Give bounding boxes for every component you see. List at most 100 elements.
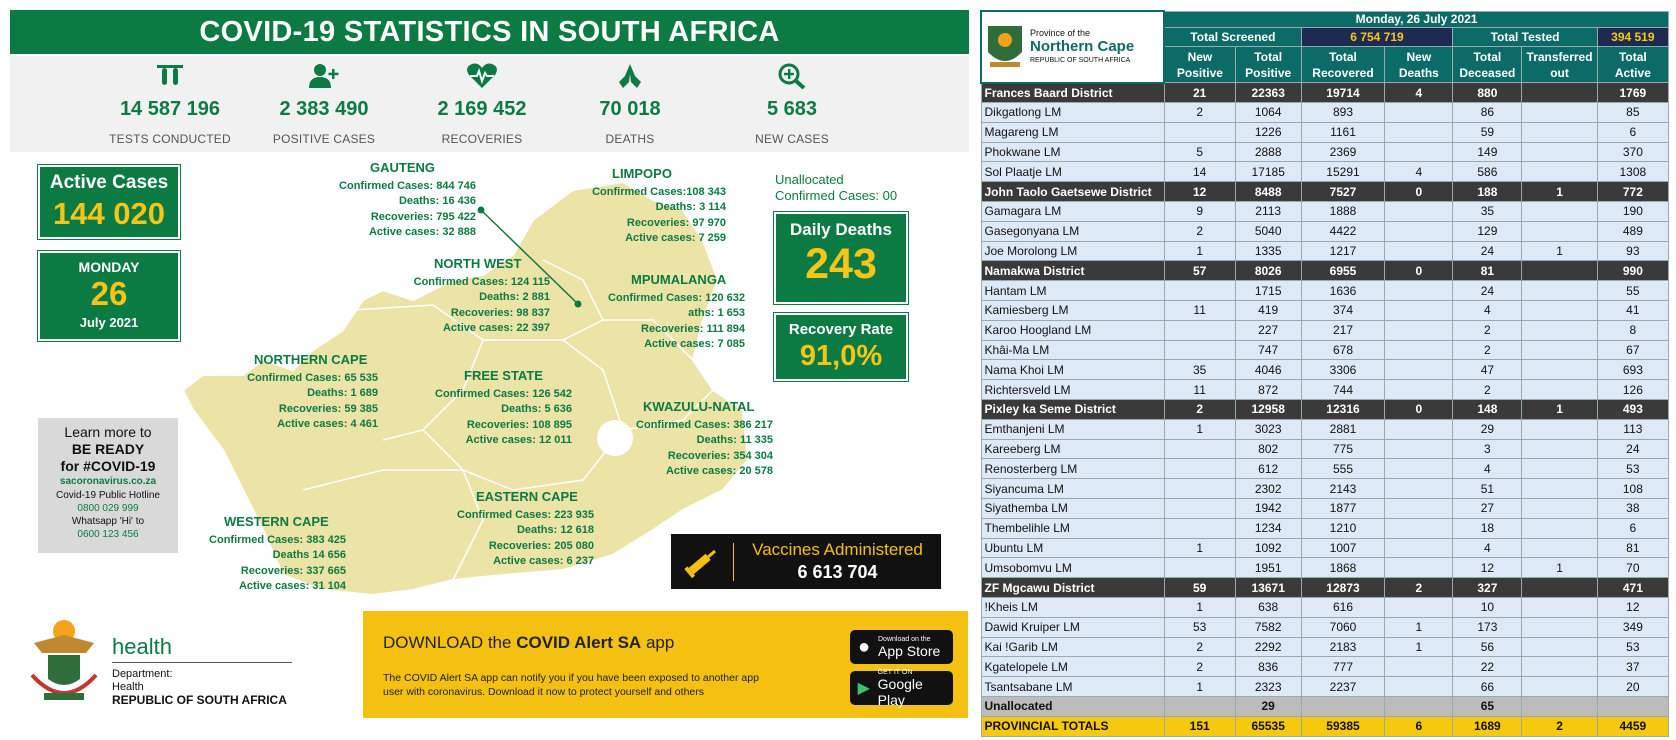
province-line: Confirmed Cases: 383 425 bbox=[209, 533, 346, 546]
table-cell: 21 bbox=[1163, 82, 1236, 104]
table-cell bbox=[1384, 300, 1454, 321]
table-cell: 1715 bbox=[1234, 280, 1302, 302]
store-label: App Store bbox=[878, 642, 941, 659]
website-link[interactable]: sacoronavirus.co.za bbox=[59, 476, 157, 487]
google-play-button[interactable]: ▶ GET IT ON Google Play bbox=[850, 668, 953, 708]
whatsapp-number: 0600 123 456 bbox=[77, 529, 139, 540]
table-cell bbox=[1521, 616, 1598, 638]
table-cell: 0 bbox=[1384, 399, 1454, 420]
table-cell bbox=[1521, 379, 1598, 401]
table-row: Nama Khoi LM 35 4046 3306 47 693 bbox=[980, 359, 1670, 381]
table-cell bbox=[1384, 379, 1454, 401]
column-header: Total Recovered bbox=[1300, 46, 1386, 84]
table-cell: 12 bbox=[1452, 557, 1523, 579]
table-cell bbox=[1384, 557, 1454, 579]
dept-label: Department: bbox=[112, 668, 173, 680]
table-cell: 217 bbox=[1300, 319, 1386, 341]
table-cell: 2113 bbox=[1234, 201, 1302, 222]
table-cell bbox=[1521, 220, 1598, 242]
table-cell: 12 bbox=[1596, 597, 1670, 618]
daily-deaths-box: Daily Deaths 243 bbox=[773, 211, 909, 305]
table-cell: 24 bbox=[1596, 438, 1670, 460]
app-store-button[interactable]: ● Download on the App Store bbox=[850, 630, 953, 664]
table-cell: 70 bbox=[1596, 557, 1670, 579]
stat-deaths: 70 018 DEATHS bbox=[550, 56, 710, 146]
table-cell bbox=[1300, 696, 1386, 717]
column-header: Total Active bbox=[1596, 46, 1670, 84]
table-cell bbox=[1521, 696, 1598, 717]
province-line: Deaths: 16 436 bbox=[398, 195, 476, 207]
active-cases-value: 144 020 bbox=[52, 196, 166, 231]
table-row: Phokwane LM 5 2888 2369 149 370 bbox=[980, 141, 1670, 163]
alert-heading: DOWNLOAD the COVID Alert SA app bbox=[383, 633, 674, 653]
row-name: Kamiesberg LM bbox=[980, 300, 1165, 321]
province-line: Recoveries: 795 422 bbox=[370, 210, 476, 223]
province-name: NORTH WEST bbox=[434, 256, 522, 271]
table-cell: 41 bbox=[1596, 300, 1670, 321]
table-cell: 349 bbox=[1596, 616, 1670, 638]
province-line: Deaths: 5 636 bbox=[501, 403, 572, 415]
table-cell: 1 bbox=[1384, 636, 1454, 658]
table-cell: 1308 bbox=[1596, 161, 1670, 183]
active-cases-label: Active Cases bbox=[49, 172, 169, 193]
table-cell bbox=[1521, 458, 1598, 480]
learn-line: for #COVID-19 bbox=[60, 458, 156, 474]
daily-deaths-label: Daily Deaths bbox=[789, 220, 893, 239]
table-cell bbox=[1521, 339, 1598, 361]
table-cell: 1210 bbox=[1300, 517, 1386, 539]
province-line: Active cases: 7 085 bbox=[644, 338, 745, 350]
table-cell bbox=[1521, 438, 1598, 460]
column-header: New Deaths bbox=[1384, 46, 1454, 84]
table-cell bbox=[1521, 201, 1598, 222]
table-cell: 57 bbox=[1163, 260, 1236, 282]
row-name: Renosterberg LM bbox=[980, 458, 1165, 480]
province-name: FREE STATE bbox=[464, 368, 543, 383]
table-cell: 4422 bbox=[1300, 220, 1386, 242]
table-cell: 2 bbox=[1384, 577, 1454, 599]
stat-value: 2 169 452 bbox=[437, 98, 527, 120]
table-row: Thembelihle LM 1234 1210 18 6 bbox=[980, 517, 1670, 539]
table-cell: 638 bbox=[1234, 597, 1302, 618]
recovery-rate-label: Recovery Rate bbox=[788, 321, 894, 338]
table-cell bbox=[1521, 260, 1598, 282]
table-cell: 93 bbox=[1596, 240, 1670, 262]
table-cell: 872 bbox=[1234, 379, 1302, 401]
add-user-icon bbox=[244, 56, 404, 90]
district-row: ZF Mgcawu District 59 13671 12873 2 327 471 bbox=[980, 577, 1670, 599]
row-name: Kai !Garib LM bbox=[980, 636, 1165, 658]
row-name: Karoo Hoogland LM bbox=[980, 319, 1165, 341]
table-cell: 1217 bbox=[1300, 240, 1386, 262]
table-cell: 0 bbox=[1384, 260, 1454, 282]
province-name: GAUTENG bbox=[370, 160, 435, 175]
stat-label: TESTS CONDUCTED bbox=[109, 132, 231, 146]
province-line: Deaths 14 656 bbox=[272, 549, 346, 561]
table-cell bbox=[1521, 597, 1598, 618]
northern-cape-table-panel: Province of the Northern Cape REPUBLIC O… bbox=[979, 10, 1670, 737]
table-cell: 1 bbox=[1521, 240, 1598, 262]
table-cell: 59385 bbox=[1300, 715, 1386, 737]
table-cell bbox=[1384, 280, 1454, 302]
table-cell: 612 bbox=[1234, 458, 1302, 480]
date-num: 26 bbox=[90, 275, 128, 312]
table-cell bbox=[1384, 201, 1454, 222]
table-cell: 893 bbox=[1300, 102, 1386, 123]
apple-icon: ● bbox=[857, 635, 871, 658]
stat-label: NEW CASES bbox=[755, 132, 829, 146]
coat-of-arms-icon bbox=[30, 620, 98, 700]
table-cell: 18 bbox=[1452, 517, 1523, 539]
table-cell bbox=[1384, 696, 1454, 717]
row-name: Pixley ka Seme District bbox=[980, 399, 1165, 420]
stat-value: 70 018 bbox=[599, 98, 661, 120]
learn-line: BE READY bbox=[71, 441, 145, 457]
table-cell: 129 bbox=[1452, 220, 1523, 242]
table-cell: 148 bbox=[1452, 399, 1523, 420]
stat-positive: 2 383 490 POSITIVE CASES bbox=[244, 56, 404, 146]
table-cell: 0 bbox=[1384, 181, 1454, 203]
store-small-label: GET IT ON bbox=[877, 668, 913, 676]
stat-value: 2 383 490 bbox=[279, 98, 369, 120]
table-cell bbox=[1384, 141, 1454, 163]
row-name: Dawid Kruiper LM bbox=[980, 616, 1165, 638]
table-cell: 616 bbox=[1300, 597, 1386, 618]
table-cell: 4 bbox=[1452, 458, 1523, 480]
province-line: Recoveries: 59 385 bbox=[278, 402, 378, 415]
